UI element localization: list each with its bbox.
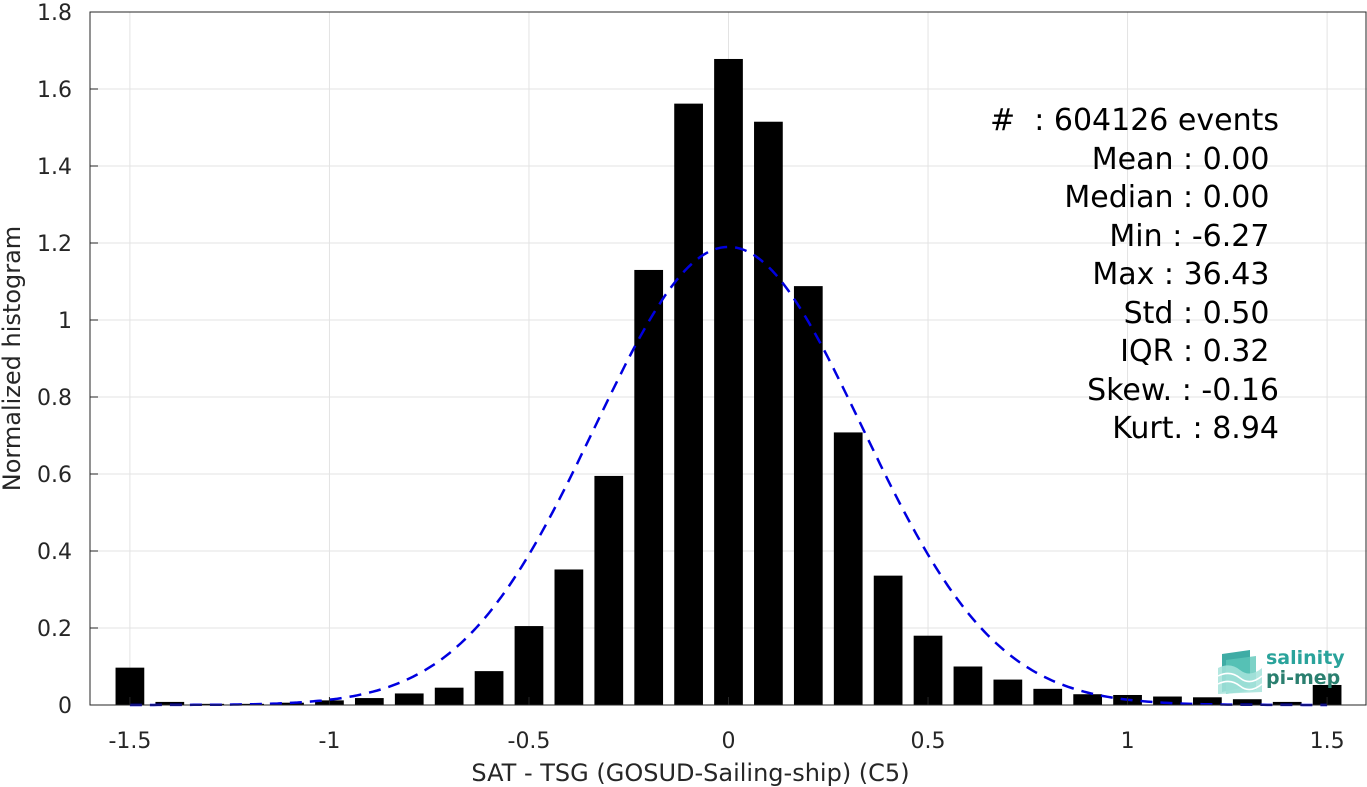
x-tick-label: -1: [318, 729, 340, 754]
y-axis-label: Normalized histogram: [0, 226, 26, 491]
y-tick-label: 0.2: [37, 617, 72, 642]
histogram-bar: [913, 635, 943, 705]
stat-std: Std : 0.50: [1123, 295, 1279, 331]
stat-events: # : 604126 events: [990, 103, 1279, 138]
histogram-bar: [1232, 699, 1262, 705]
histogram-bar: [514, 626, 544, 705]
y-tick-label: 1.8: [37, 1, 72, 26]
x-tick-label: -1.5: [108, 729, 151, 754]
histogram-bar: [1073, 694, 1103, 705]
histogram-bar: [634, 269, 664, 705]
histogram-bar: [394, 693, 424, 705]
histogram-bar: [354, 698, 384, 705]
y-tick-label: 1: [58, 309, 72, 334]
histogram-bar: [714, 58, 743, 706]
histogram-bar: [554, 569, 584, 705]
histogram-bar: [1193, 697, 1222, 705]
histogram-bar: [1153, 696, 1182, 705]
stat-mean: Mean : 0.00: [1091, 141, 1279, 177]
histogram-bar: [793, 286, 823, 705]
stat-kurt: Kurt. : 8.94: [1112, 411, 1279, 446]
y-tick-label: 1.2: [37, 232, 72, 257]
logo-text-pi-mep: pi-mep: [1266, 667, 1341, 689]
stat-skew: Skew. : -0.16: [1087, 372, 1279, 408]
histogram-bar: [873, 575, 903, 705]
histogram-bar: [275, 702, 304, 705]
y-tick-label: 0.4: [37, 540, 72, 565]
histogram-bar: [434, 687, 464, 705]
x-axis-ticks: -1.5 -1 -0.5 0 0.5 1 1.5: [108, 697, 1345, 754]
salinity-pi-mep-logo: salinity pi-mep: [1216, 646, 1346, 696]
histogram-bar: [953, 666, 983, 705]
logo-text-salinity: salinity: [1266, 647, 1345, 669]
x-tick-label: -0.5: [508, 729, 551, 754]
stat-min: Min : -6.27: [1109, 218, 1279, 254]
stat-max: Max : 36.43: [1092, 257, 1279, 292]
histogram-bar: [674, 103, 703, 705]
y-tick-label: 0: [58, 694, 72, 719]
wave-logo-icon: [1217, 650, 1263, 694]
histogram-bar: [754, 121, 783, 706]
histogram-bar: [594, 475, 624, 705]
x-tick-label: 0.5: [911, 729, 946, 754]
stat-iqr: IQR : 0.32: [1120, 334, 1279, 369]
y-tick-label: 0.6: [37, 463, 72, 488]
y-tick-label: 0.8: [37, 386, 72, 411]
histogram-bar: [833, 432, 863, 705]
histogram-bar: [235, 703, 264, 705]
y-axis-ticks: 0 0.2 0.4 0.6 0.8 1 1.2 1.4 1.6 1.8: [37, 1, 98, 719]
y-tick-label: 1.4: [37, 155, 72, 180]
histogram-bars: [115, 58, 1342, 706]
x-axis-label: SAT - TSG (GOSUD-Sailing-ship) (C5): [471, 759, 909, 787]
histogram-bar: [1033, 688, 1063, 705]
histogram-bar: [474, 671, 504, 705]
statistics-box: # : 604126 events Mean : 0.00 Median : 0…: [990, 102, 1279, 449]
y-tick-label: 1.6: [37, 78, 72, 103]
x-tick-label: 1: [1121, 729, 1135, 754]
histogram-bar: [1312, 684, 1342, 705]
histogram-bar: [1272, 701, 1302, 705]
x-tick-label: 1.5: [1310, 729, 1345, 754]
x-tick-label: 0: [722, 729, 736, 754]
histogram-bar: [993, 679, 1023, 705]
histogram-bar: [195, 703, 225, 705]
stat-median: Median : 0.00: [1064, 180, 1279, 215]
histogram-bar: [155, 701, 185, 705]
